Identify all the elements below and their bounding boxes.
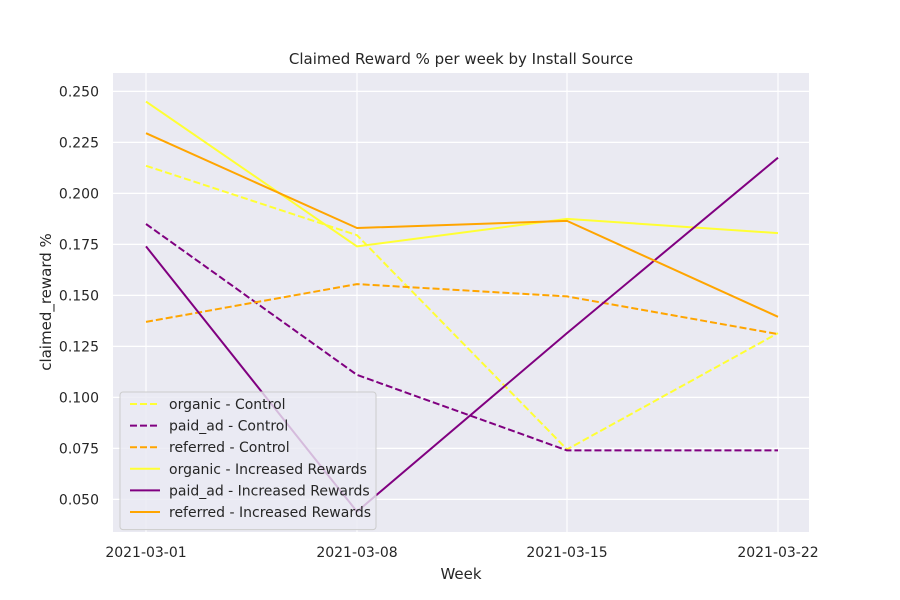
y-tick-label: 0.200 (59, 186, 99, 202)
y-tick-labels: 0.050 0.075 0.100 0.125 0.150 0.175 0.200 0.225… (59, 84, 99, 508)
legend-label: organic - Control (169, 397, 286, 413)
y-tick-label: 0.150 (59, 288, 99, 304)
x-tick-label: 2021-03-15 (526, 545, 607, 561)
series-lines (145, 100, 779, 513)
x-tick-label: 2021-03-08 (316, 545, 397, 561)
series-line-1 (145, 223, 778, 452)
legend-label: referred - Increased Rewards (169, 505, 371, 521)
y-tick-label: 0.100 (59, 390, 99, 406)
x-tick-labels: 2021-03-01 2021-03-08 2021-03-15 2021-03-22 (105, 545, 818, 561)
legend-label: organic - Increased Rewards (169, 462, 367, 478)
series-line-2 (145, 283, 779, 336)
y-tick-label: 0.250 (59, 84, 99, 100)
y-tick-label: 0.125 (59, 339, 99, 355)
y-tick-label: 0.225 (59, 135, 99, 151)
series-line-3 (145, 100, 779, 248)
series-line-5 (145, 132, 779, 318)
y-tick-label: 0.075 (59, 441, 99, 457)
legend-label: paid_ad - Increased Rewards (169, 483, 370, 499)
x-tick-label: 2021-03-22 (737, 545, 818, 561)
x-tick-label: 2021-03-01 (105, 545, 186, 561)
y-tick-label: 0.175 (59, 237, 99, 253)
legend-label: referred - Control (169, 440, 290, 456)
x-axis-label: Week (440, 565, 481, 583)
series-line-0 (145, 164, 779, 451)
y-axis-label: claimed_reward % (37, 233, 56, 371)
chart-title: Claimed Reward % per week by Install Sou… (289, 50, 633, 68)
legend: organic - Control paid_ad - Control referr… (119, 391, 377, 531)
legend-box (119, 391, 377, 531)
series-line-4 (145, 156, 779, 513)
y-tick-label: 0.050 (59, 492, 99, 508)
legend-label: paid_ad - Control (169, 419, 288, 435)
